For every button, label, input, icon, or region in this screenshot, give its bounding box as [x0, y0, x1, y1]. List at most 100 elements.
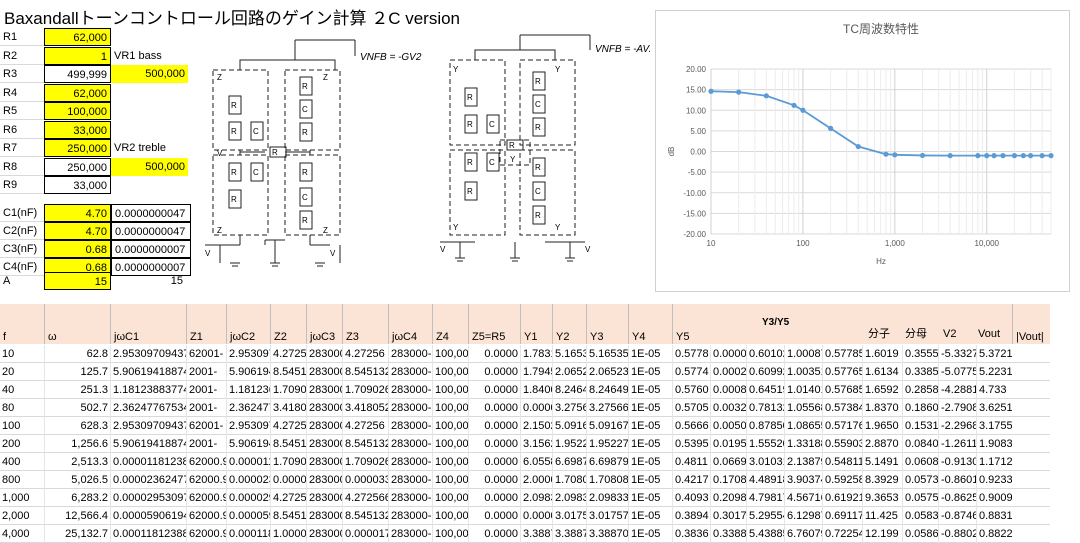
- table-cell: 0.3017: [710, 507, 746, 525]
- param-value[interactable]: 62,000: [44, 83, 111, 102]
- svg-text:Z: Z: [217, 226, 222, 235]
- table-cell: 283000-: [388, 381, 432, 399]
- table-cell: 0.0008: [710, 381, 746, 399]
- table-cell: 0.0002: [710, 363, 746, 381]
- table-cell: 1E-05: [628, 489, 672, 507]
- data-point: [791, 102, 797, 108]
- param-value[interactable]: 250,000: [44, 139, 111, 157]
- param-value[interactable]: 1: [44, 46, 111, 65]
- table-cell: 0.000023624776: [110, 471, 186, 489]
- table-cell: 8.5451: [270, 363, 306, 381]
- table-cell: 0.9009: [976, 489, 1012, 507]
- table-cell: 2.0000: [520, 471, 552, 489]
- table-cell: 0.00005965257: [226, 507, 270, 525]
- cap-farad: 0.0000000047: [111, 222, 191, 240]
- table-cell: 4.79817: [746, 489, 784, 507]
- table-cell: 1.00087: [784, 345, 822, 363]
- param-value[interactable]: 33,000: [44, 176, 111, 194]
- y-tick-label: -5.00: [688, 168, 707, 177]
- formula-label: Vout: [978, 328, 1001, 340]
- table-cell: 5.3721: [976, 345, 1012, 363]
- data-point: [947, 153, 953, 159]
- table-header-cell: Z1: [186, 304, 226, 344]
- param-extra[interactable]: 500,000: [111, 157, 188, 176]
- table-cell: 3.01031: [746, 453, 784, 471]
- param-note: [111, 28, 191, 46]
- table-cell: 283000-: [388, 417, 432, 435]
- table-cell: 8.5451: [270, 435, 306, 453]
- table-cell: 1E-05: [628, 453, 672, 471]
- x-tick-label: 100: [796, 239, 810, 248]
- table-header-cell: ω: [44, 304, 110, 344]
- table-cell: 20: [2, 366, 15, 378]
- table-cell: 62000.9: [186, 507, 226, 525]
- svg-text:Y: Y: [555, 65, 561, 74]
- table-cell: 0.57765: [822, 363, 862, 381]
- param-name: R4: [0, 84, 44, 102]
- table-cell: 0.4811: [672, 453, 710, 471]
- table-cell: 3.017571: [586, 507, 628, 525]
- param-value[interactable]: 250,000: [44, 157, 111, 176]
- table-cell: 251.3: [44, 381, 110, 399]
- table-cell: 2.8870: [862, 435, 902, 453]
- svg-text:C: C: [535, 187, 541, 196]
- param-value[interactable]: 33,000: [44, 120, 111, 139]
- table-cell: 3.6251: [976, 399, 1012, 417]
- cap-value[interactable]: 4.70: [44, 204, 111, 222]
- table-cell: 1.6134: [862, 363, 902, 381]
- table-cell: 0.000118123886: [110, 525, 186, 543]
- table-cell: -2.7908: [938, 399, 976, 417]
- table-cell: 283000-: [306, 435, 342, 453]
- param-extra[interactable]: 500,000: [111, 65, 188, 83]
- param-value[interactable]: 100,000: [44, 102, 111, 120]
- table-cell: 0.57384: [822, 399, 862, 417]
- table-cell: 283000-: [388, 471, 432, 489]
- param-name: R8: [0, 158, 44, 176]
- cap-name: C1(nF): [0, 204, 44, 222]
- param-note: [111, 176, 191, 194]
- table-cell: 5.16535: [552, 345, 586, 363]
- svg-text:Y: Y: [510, 155, 516, 164]
- cap-value[interactable]: 0.68: [44, 258, 111, 276]
- param-name: R5: [0, 102, 44, 120]
- frequency-response-chart[interactable]: TC周波数特性 20.00 15.00 10.00 5.00 0.00 -5.00 -10.0…: [655, 10, 1070, 292]
- table-cell: 1E-05: [628, 417, 672, 435]
- table-cell: 0.00011862143: [226, 525, 270, 543]
- table-header-cell: Z3: [342, 304, 388, 344]
- table-cell: 2001-: [186, 435, 226, 453]
- data-point: [827, 125, 834, 131]
- cap-value[interactable]: 0.68: [44, 240, 111, 258]
- svg-text:V: V: [440, 245, 446, 254]
- table-cell: 1E-05: [628, 363, 672, 381]
- svg-text:V: V: [585, 245, 591, 254]
- data-point: [708, 88, 714, 94]
- table-cell: 1.9650: [862, 417, 902, 435]
- table-cell: 2.06523: [552, 363, 586, 381]
- table-cell: 0.64519: [746, 381, 784, 399]
- table-cell: 1.708082: [586, 471, 628, 489]
- table-cell: 4.48918: [746, 471, 784, 489]
- param-value[interactable]: 62,000: [44, 28, 111, 46]
- table-cell: 2.95309751133: [226, 345, 270, 363]
- param-value[interactable]: 499,999: [44, 65, 111, 83]
- table-cell: 5.1491: [862, 453, 902, 471]
- table-cell: 8.3929: [862, 471, 902, 489]
- formula-label: 分子: [868, 328, 890, 340]
- table-cell: 100,000: [432, 507, 468, 525]
- table-cell: 283000-: [306, 363, 342, 381]
- svg-text:R: R: [467, 120, 473, 129]
- table-cell: 100,000: [432, 381, 468, 399]
- table-cell: 6.69879: [552, 453, 586, 471]
- table-cell: 62000.9: [186, 453, 226, 471]
- table-cell: 6.0558: [520, 453, 552, 471]
- data-point: [855, 143, 861, 150]
- table-cell: 5.165358: [586, 345, 628, 363]
- table-header-cell: Y3: [586, 304, 628, 344]
- svg-text:R: R: [467, 187, 473, 196]
- table-cell: 0.0000: [710, 345, 746, 363]
- table-cell: 1.6592: [862, 381, 902, 399]
- cap-farad: 0.0000000007: [111, 240, 191, 258]
- cap-value[interactable]: 4.70: [44, 222, 111, 240]
- table-cell: 0.8831: [976, 507, 1012, 525]
- a-value[interactable]: 15: [44, 272, 111, 290]
